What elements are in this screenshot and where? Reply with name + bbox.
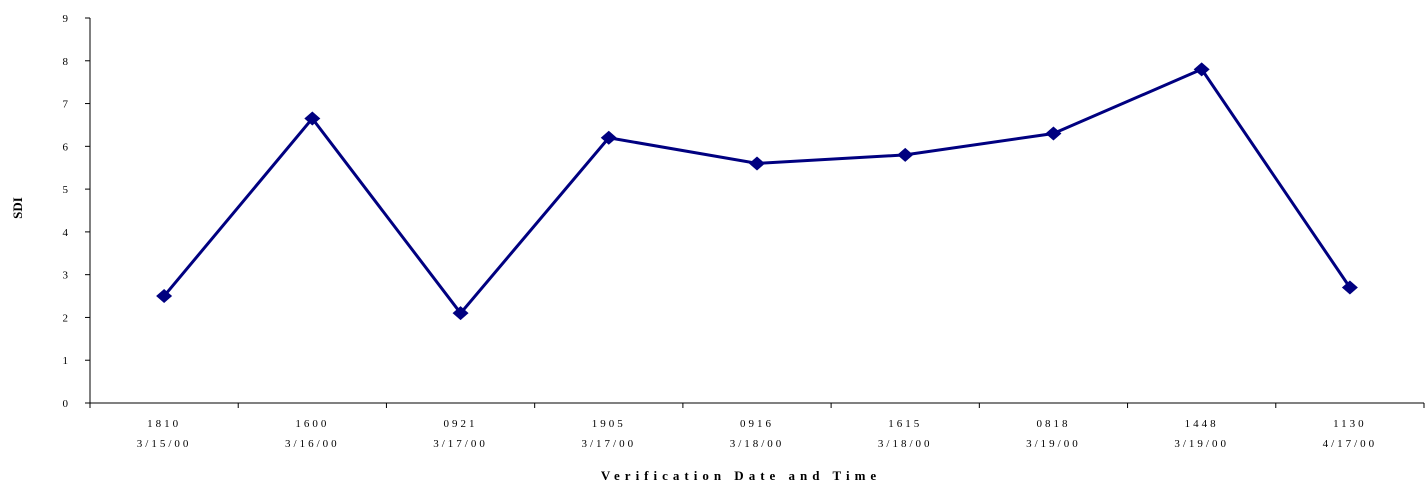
x-axis-ticks: 1810 3/15/00 1600 3/16/00 0921 3/17/00 1905 3/1…: [89, 403, 1425, 450]
x-tick-label-time: 1905: [592, 418, 626, 430]
x-axis-title: Verification Date and Time: [601, 468, 881, 483]
data-point-marker: [156, 289, 173, 304]
y-tick-label: 5: [63, 184, 69, 196]
data-point-marker: [749, 156, 765, 171]
data-point-marker: [1341, 280, 1358, 295]
x-tick-label-date: 3/17/00: [433, 438, 488, 450]
data-point-marker: [304, 111, 321, 126]
y-axis-title: SDI: [10, 197, 25, 219]
x-tick-label-date: 3/19/00: [1026, 438, 1081, 450]
x-tick-label-date: 3/17/00: [581, 438, 636, 450]
x-tick-label-date: 3/15/00: [137, 438, 192, 450]
series-markers: [156, 62, 1358, 321]
x-tick-label-date: 3/18/00: [730, 438, 785, 450]
x-tick-label-date: 4/17/00: [1323, 438, 1378, 450]
x-tick-label-time: 0916: [740, 418, 774, 430]
x-tick-label-time: 1130: [1333, 418, 1367, 430]
y-tick-label: 8: [63, 56, 69, 68]
y-axis-ticks: 0 1 2 3 4 5 6 7 8 9: [63, 13, 90, 410]
data-point-marker: [600, 130, 617, 145]
x-tick-label-time: 1810: [147, 418, 181, 430]
y-tick-label: 9: [63, 13, 69, 25]
x-tick-label-time: 1448: [1185, 418, 1219, 430]
x-tick-label-date: 3/19/00: [1174, 438, 1229, 450]
data-point-marker: [452, 306, 469, 321]
data-point-marker: [1045, 126, 1062, 141]
data-point-marker: [897, 147, 914, 162]
x-tick-label-time: 0818: [1036, 418, 1070, 430]
y-tick-label: 7: [63, 99, 69, 111]
series-line: [162, 67, 1352, 316]
x-tick-label-time: 0921: [444, 418, 478, 430]
x-tick-label-date: 3/16/00: [285, 438, 340, 450]
y-tick-label: 0: [63, 398, 69, 410]
y-tick-label: 6: [63, 141, 69, 153]
y-tick-label: 2: [63, 312, 69, 324]
data-point-marker: [1193, 62, 1210, 77]
y-tick-label: 3: [63, 270, 69, 282]
x-tick-label-time: 1600: [295, 418, 329, 430]
y-tick-label: 1: [63, 355, 69, 367]
y-tick-label: 4: [63, 227, 69, 239]
x-tick-label-time: 1615: [888, 418, 922, 430]
x-tick-label-date: 3/18/00: [878, 438, 933, 450]
